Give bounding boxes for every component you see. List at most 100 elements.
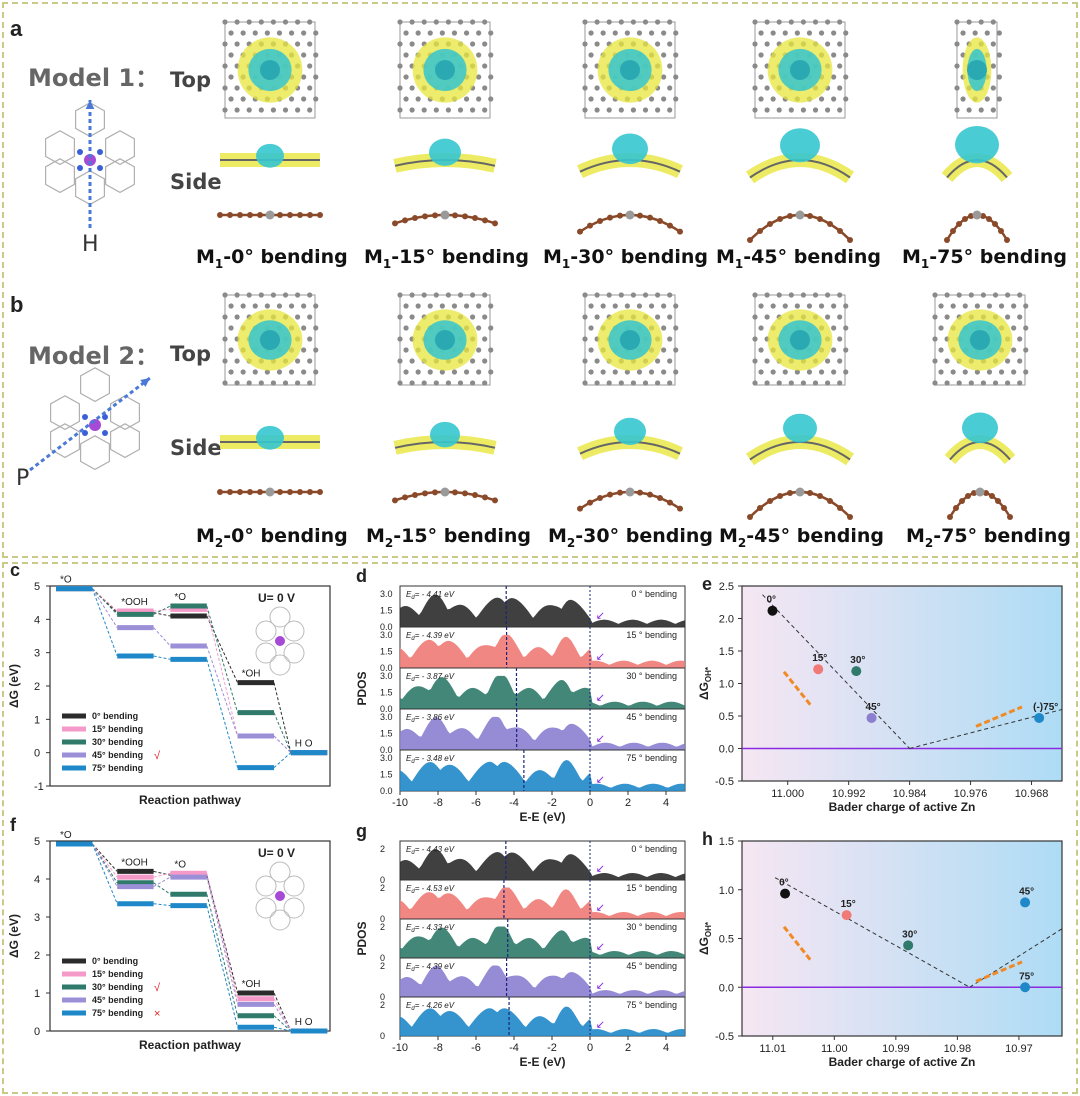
energy-connector	[91, 588, 118, 628]
carbon-atom	[843, 369, 849, 375]
carbon-atom	[794, 369, 800, 375]
x-tick-label: 11.000	[771, 788, 804, 800]
ball-atom	[277, 212, 283, 218]
carbon-atom	[313, 369, 319, 375]
carbon-atom	[582, 19, 588, 25]
d-band-center-value: = - 3.48 eV	[415, 754, 455, 763]
y-tick-label: 0.5	[719, 934, 734, 946]
carbon-atom	[978, 19, 984, 25]
ball-atom	[787, 213, 793, 219]
ball-atom	[432, 212, 438, 219]
d-band-center-label: Ed= - 4.33 eV	[406, 923, 455, 934]
energy-connector	[273, 1026, 291, 1032]
ball-stick-model	[577, 210, 683, 235]
trend-arrow	[975, 960, 1023, 983]
carbon-atom	[476, 96, 482, 102]
carbon-atom	[843, 347, 849, 353]
direction-arrowhead	[85, 100, 95, 110]
chart-panel-frame	[2, 562, 1078, 1094]
carbon-atom	[655, 19, 661, 25]
carbon-atom	[990, 19, 996, 25]
top-view	[397, 19, 494, 119]
hexagon-ring	[104, 130, 135, 166]
carbon-atom	[463, 30, 470, 36]
carbon-atom	[612, 303, 618, 309]
ball-atom	[422, 213, 428, 220]
ball-atom	[647, 214, 653, 221]
carbon-atom	[806, 303, 813, 309]
carbon-atom	[812, 380, 819, 386]
carbon-atom	[301, 74, 307, 80]
carbon-atom	[655, 292, 661, 298]
inset-ring	[269, 606, 291, 628]
carbon-atom	[642, 292, 649, 298]
carbon-atom	[228, 303, 234, 309]
y-tick-label: 1.5	[380, 729, 393, 739]
energy-connector	[273, 712, 292, 753]
point-label: (-)75°	[1033, 702, 1058, 713]
x-tick-label: -6	[471, 797, 481, 809]
y-tick-label: 3	[34, 912, 40, 924]
carbon-atom	[295, 292, 301, 298]
lattice-outline	[956, 21, 998, 119]
energy-connector	[92, 843, 118, 872]
energy-diagram-f: f 0 1 2 3 4 5 ΔG (eV) Reaction pathway U= 0 V *O *O…	[7, 815, 331, 1052]
d-band-center-value: = - 3.86 eV	[415, 713, 455, 722]
hexagon-ring	[109, 423, 140, 459]
y-axis-label: PDOS	[355, 671, 369, 705]
data-point	[841, 910, 852, 921]
top-view	[932, 292, 1029, 386]
y-tick-label: 2	[380, 922, 385, 932]
x-tick-label: 10.976	[954, 788, 988, 800]
step-label: *O	[60, 830, 72, 841]
step-label: *OH	[242, 979, 261, 990]
carbon-atom	[818, 369, 825, 375]
y-tick-label: 0.0	[380, 786, 393, 796]
carbon-atom	[482, 292, 488, 298]
ball-atom	[837, 228, 843, 234]
ball-atom	[317, 212, 323, 218]
nitrogen-atom	[97, 149, 103, 155]
carbon-atom	[252, 303, 258, 309]
zinc-atom	[440, 487, 450, 497]
carbon-atom	[612, 369, 618, 375]
x-tick-label: 0	[587, 797, 593, 809]
carbon-atom	[488, 30, 494, 36]
x-tick-label: 11.01	[759, 1043, 786, 1055]
carbon-atom	[831, 52, 837, 58]
carbon-atom	[594, 19, 600, 25]
hexagon-ring	[49, 395, 81, 431]
ball-atom	[747, 237, 753, 243]
carbon-atom	[409, 314, 415, 320]
carbon-atom	[445, 107, 451, 113]
carbon-atom	[673, 347, 679, 353]
zinc-center	[260, 330, 280, 350]
ball-atom	[597, 495, 603, 501]
ball-atom	[827, 498, 833, 504]
zinc-center	[260, 60, 280, 80]
carbon-atom	[1017, 358, 1023, 364]
carbon-atom	[482, 336, 488, 342]
ball-atom	[777, 216, 783, 222]
carbon-atom	[673, 30, 679, 36]
carbon-atom	[403, 369, 409, 375]
y-tick-label: 2	[380, 961, 385, 971]
carbon-atom	[588, 74, 594, 80]
step-label: H O	[295, 1017, 313, 1028]
carbon-atom	[258, 107, 264, 113]
carbon-atom	[246, 107, 252, 113]
carbon-atom	[222, 107, 228, 113]
ball-atom	[647, 491, 653, 498]
carbon-atom	[837, 85, 843, 91]
legend-label: 0° bending	[92, 711, 138, 721]
carbon-atom	[600, 96, 606, 102]
carbon-atom	[1023, 325, 1029, 331]
ball-atom	[492, 220, 498, 227]
carbon-atom	[264, 303, 270, 309]
ball-atom	[944, 237, 950, 243]
panel-label-f: f	[10, 815, 17, 835]
ball-atom	[257, 212, 263, 218]
y-tick-label: 3.0	[380, 753, 393, 763]
legend-check-mark: √	[154, 982, 161, 994]
y-tick-label: 3.0	[380, 671, 393, 681]
